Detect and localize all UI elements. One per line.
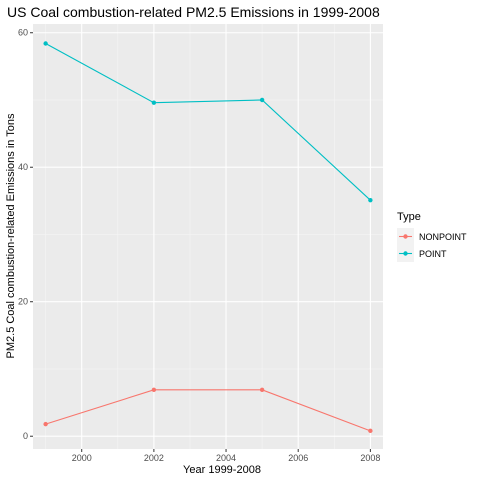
x-axis-label: Year 1999-2008 (183, 464, 261, 476)
legend: Type NONPOINT POINT (397, 211, 467, 262)
axis-ticks: 2000 2002 2004 2006 2008 0 20 40 60 (18, 28, 380, 463)
legend-label-point: POINT (419, 249, 447, 259)
x-tick-label: 2006 (288, 453, 308, 463)
series-line-nonpoint (45, 389, 371, 432)
y-tick-label: 20 (18, 297, 28, 307)
y-tick-label: 60 (18, 28, 28, 38)
series-point (43, 41, 373, 203)
data-point-point (151, 100, 157, 105)
y-axis-label: PM2.5 Coal combustion-related Emissions … (5, 113, 17, 358)
series-nonpoint (43, 387, 373, 434)
legend-title: Type (397, 211, 421, 223)
data-point-point (43, 41, 48, 46)
chart-title: US Coal combustion-related PM2.5 Emissio… (7, 4, 380, 20)
data-point-nonpoint (259, 387, 265, 393)
legend-point-nonpoint (403, 234, 408, 239)
data-point-point (368, 197, 373, 203)
data-point-nonpoint (368, 428, 373, 434)
series-layer (43, 41, 373, 434)
x-tick-label: 2002 (144, 453, 164, 463)
x-tick-label: 2008 (360, 453, 380, 463)
x-tick-label: 2000 (72, 453, 92, 463)
data-point-nonpoint (151, 387, 157, 393)
plot-panel (33, 24, 383, 449)
y-tick-label: 40 (18, 162, 28, 172)
legend-label-nonpoint: NONPOINT (419, 232, 467, 242)
y-tick-label: 0 (23, 431, 28, 441)
data-point-point (259, 97, 265, 103)
series-line-point (45, 43, 371, 201)
data-point-nonpoint (43, 421, 48, 427)
grid-lines (33, 24, 383, 449)
x-tick-label: 2004 (216, 453, 236, 463)
legend-point-point (403, 251, 408, 256)
